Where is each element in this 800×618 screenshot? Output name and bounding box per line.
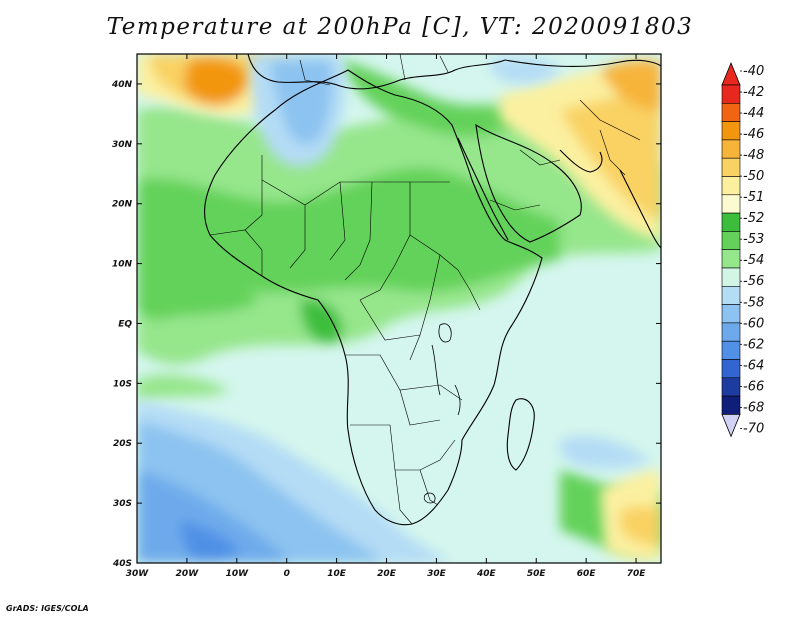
map-title: Temperature at 200hPa [C], VT: 202009180… — [106, 14, 694, 40]
colorbar-label: -53 — [743, 232, 764, 247]
lat-tick-label: 40S — [112, 559, 132, 569]
lat-tick-label: 20S — [113, 439, 132, 449]
colorbar-label: -52 — [743, 211, 764, 226]
colorbar-label: -58 — [743, 295, 764, 310]
lon-tick-label: 20E — [377, 569, 397, 579]
colorbar-swatch — [721, 194, 741, 214]
colorbar-swatch — [721, 139, 741, 159]
colorbar-swatch — [721, 267, 741, 287]
lat-tick-label: EQ — [118, 319, 132, 329]
colorbar-swatch — [721, 212, 741, 232]
colorbar-label: -54 — [743, 253, 764, 268]
colorbar-swatch — [721, 84, 741, 104]
colorbar-label: -50 — [743, 169, 764, 184]
colorbar-swatch — [721, 340, 741, 360]
colorbar-label: -48 — [743, 148, 764, 163]
colorbar-label: -40 — [743, 64, 764, 79]
colorbar-label: -70 — [743, 421, 764, 436]
colorbar-label: -60 — [743, 316, 764, 331]
country-borders — [209, 54, 641, 525]
colorbar-swatch — [721, 359, 741, 379]
lon-tick-label: 10E — [327, 569, 347, 579]
colorbar-swatch — [721, 285, 741, 305]
lat-tick-label: 20N — [112, 200, 133, 210]
colorbar-top-arrow — [721, 61, 741, 86]
lat-tick-label: 10N — [112, 260, 133, 270]
map-frame — [136, 53, 662, 564]
temperature-field — [137, 54, 661, 563]
colorbar-swatch — [721, 121, 741, 141]
colorbar-swatch — [721, 176, 741, 196]
colorbar-swatch — [721, 249, 741, 269]
colorbar: -40 -42 -44 -46 -48 -50 -51 -52 -53 -54 -56 -58 -60 -… — [721, 61, 764, 438]
colorbar-label: -66 — [743, 379, 764, 394]
lon-tick-label: 60E — [577, 569, 597, 579]
lon-tick-label: 50E — [527, 569, 547, 579]
lon-tick-label: 30W — [126, 569, 150, 579]
coastlines — [204, 54, 661, 526]
lat-tick-label: 30S — [113, 499, 132, 509]
lat-tick-label: 30N — [112, 140, 133, 150]
lat-tick-label: 40N — [111, 80, 133, 90]
colorbar-label: -42 — [743, 85, 764, 100]
colorbar-swatch — [721, 304, 741, 324]
colorbar-swatch — [721, 377, 741, 397]
colorbar-swatch — [721, 395, 741, 415]
colorbar-bottom-arrow — [721, 414, 741, 438]
lon-tick-label: 30E — [427, 569, 447, 579]
colorbar-label: -64 — [743, 358, 764, 373]
lon-tick-label: 70E — [627, 569, 647, 579]
grads-credit: GrADS: IGES/COLA — [6, 604, 89, 613]
colorbar-label: -68 — [743, 400, 764, 415]
lat-tick-label: 10S — [113, 379, 132, 389]
lon-tick-label: 10W — [226, 569, 250, 579]
colorbar-label: -44 — [743, 106, 764, 121]
lon-tick-label: 0 — [284, 569, 290, 579]
colorbar-swatch — [721, 322, 741, 342]
colorbar-label: -62 — [743, 337, 764, 352]
colorbar-label: -51 — [743, 190, 764, 205]
lon-tick-label: 20W — [176, 569, 200, 579]
colorbar-swatch — [721, 231, 741, 250]
lon-tick-label: 40E — [476, 569, 497, 579]
colorbar-swatch — [721, 157, 741, 177]
colorbar-label: -56 — [743, 274, 764, 289]
colorbar-label: -46 — [743, 127, 764, 142]
colorbar-swatch — [721, 103, 741, 122]
